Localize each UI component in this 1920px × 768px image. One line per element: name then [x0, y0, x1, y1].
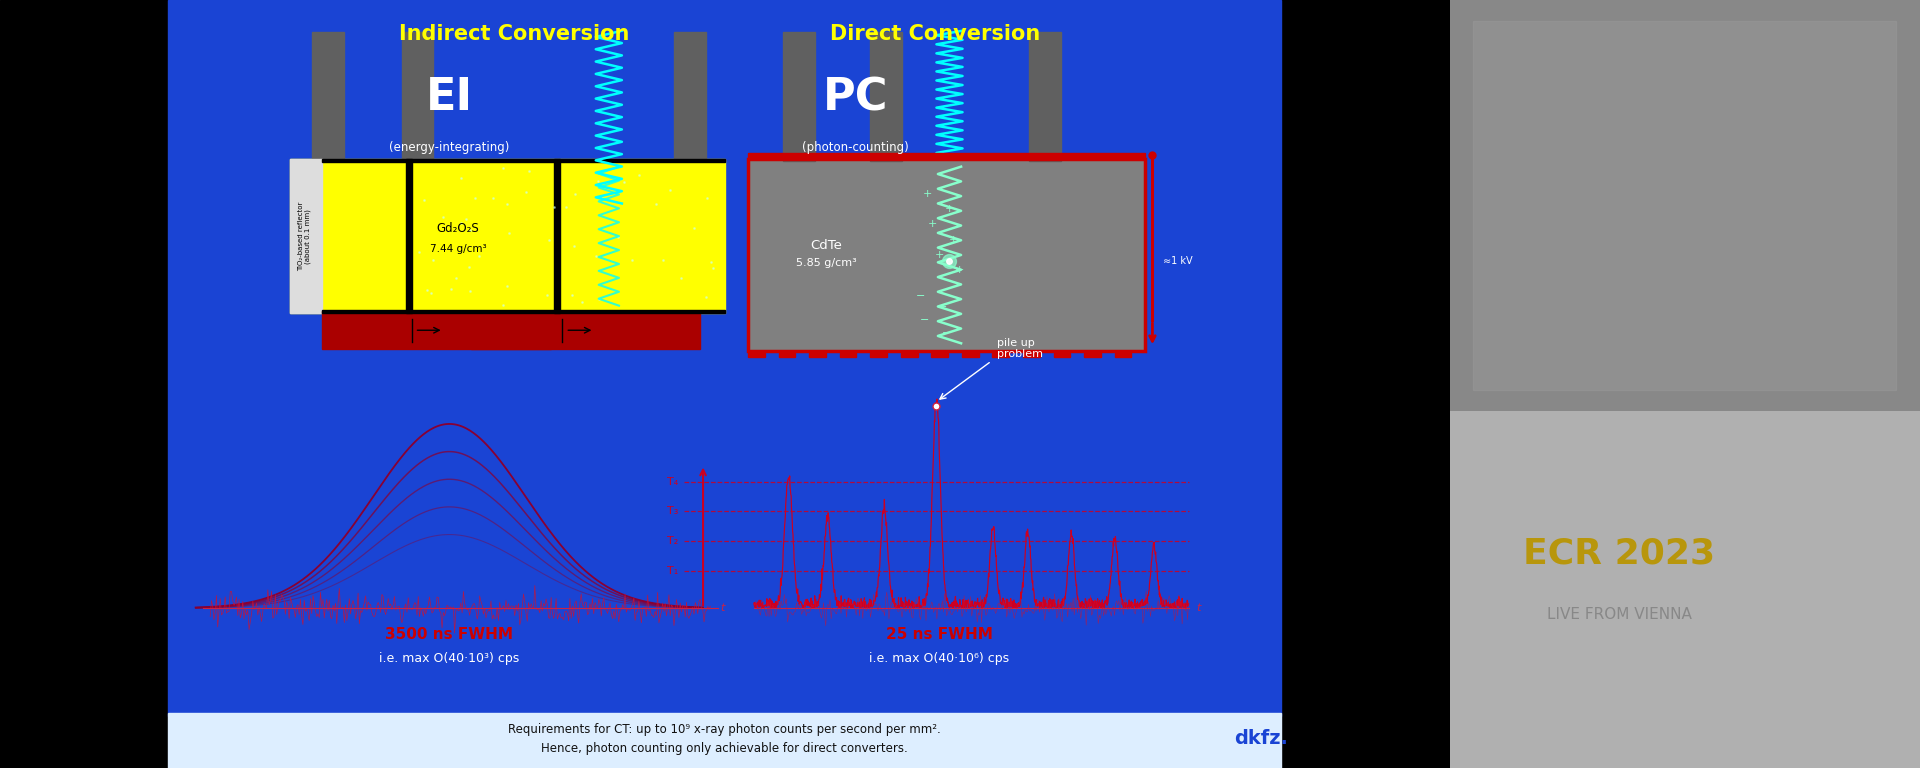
Bar	[405, 159, 411, 313]
Bar	[674, 32, 707, 161]
Bar	[962, 353, 979, 357]
Text: −: −	[920, 315, 929, 326]
Bar	[323, 310, 724, 313]
Text: Requirements for CT: up to 10⁹ x-ray photon counts per second per mm².: Requirements for CT: up to 10⁹ x-ray pho…	[509, 723, 941, 736]
Text: CdTe: CdTe	[810, 240, 843, 252]
Bar	[900, 353, 918, 357]
Text: T₂: T₂	[666, 536, 678, 547]
Text: 7.44 g/cm³: 7.44 g/cm³	[430, 243, 486, 254]
Bar	[323, 159, 724, 162]
Bar	[401, 32, 434, 161]
Bar	[1116, 353, 1131, 357]
Bar	[290, 159, 323, 313]
Text: +: +	[954, 265, 964, 276]
Bar	[1054, 353, 1069, 357]
Text: −: −	[937, 302, 947, 313]
Text: i.e. max O(40·10³) cps: i.e. max O(40·10³) cps	[380, 652, 520, 664]
Bar	[749, 159, 1144, 351]
Text: EI: EI	[426, 76, 472, 119]
Text: t: t	[720, 604, 726, 614]
Text: Indirect Conversion: Indirect Conversion	[399, 24, 630, 44]
Bar	[749, 159, 1144, 351]
Text: i.e. max O(40·10⁶) cps: i.e. max O(40·10⁶) cps	[870, 652, 1010, 664]
Bar	[839, 353, 856, 357]
Text: 3500 ns FWHM: 3500 ns FWHM	[386, 627, 513, 642]
Bar	[169, 0, 1281, 716]
Bar	[169, 713, 1281, 768]
Bar	[470, 311, 701, 349]
Bar	[553, 159, 559, 313]
Text: Gd₂O₂S: Gd₂O₂S	[436, 223, 480, 235]
Text: T₁: T₁	[666, 566, 678, 577]
Text: t: t	[1196, 604, 1200, 614]
Text: Direct Conversion: Direct Conversion	[829, 24, 1041, 44]
Bar	[808, 353, 826, 357]
Bar	[0, 0, 169, 768]
Text: ECR 2023: ECR 2023	[1523, 537, 1715, 571]
Text: −: −	[943, 327, 950, 338]
Bar	[749, 353, 764, 357]
Bar	[870, 32, 902, 161]
Text: T₃: T₃	[666, 506, 678, 517]
Text: dkfz.: dkfz.	[1235, 730, 1288, 748]
Bar	[1023, 353, 1041, 357]
Bar	[323, 311, 551, 349]
Text: PC: PC	[822, 76, 889, 119]
Text: +: +	[945, 204, 954, 214]
Bar	[290, 159, 724, 313]
Bar	[783, 32, 814, 161]
Text: T₄: T₄	[666, 476, 678, 487]
Text: (energy-integrating): (energy-integrating)	[390, 141, 509, 154]
Bar	[311, 32, 344, 161]
Text: −: −	[916, 290, 925, 301]
Text: +: +	[924, 188, 933, 199]
Text: +: +	[927, 219, 937, 230]
Bar	[778, 353, 795, 357]
Text: +: +	[948, 234, 958, 245]
Text: Hence, photon counting only achievable for direct converters.: Hence, photon counting only achievable f…	[541, 743, 908, 755]
Bar	[870, 353, 887, 357]
Text: LIVE FROM VIENNA: LIVE FROM VIENNA	[1546, 607, 1692, 622]
Bar	[1281, 0, 1450, 768]
Text: ≈1 kV: ≈1 kV	[1164, 256, 1192, 266]
Bar	[993, 353, 1010, 357]
Text: 25 ns FWHM: 25 ns FWHM	[885, 627, 993, 642]
Text: +: +	[935, 250, 945, 260]
Text: TiO₂-based reflector
(about 0.1 mm): TiO₂-based reflector (about 0.1 mm)	[298, 202, 311, 271]
Text: (photon-counting): (photon-counting)	[803, 141, 908, 154]
Text: pile up
problem: pile up problem	[996, 338, 1043, 359]
Bar	[749, 153, 1144, 159]
Bar	[1085, 353, 1100, 357]
Bar	[1029, 32, 1062, 161]
Bar	[931, 353, 948, 357]
Text: 5.85 g/cm³: 5.85 g/cm³	[797, 258, 856, 269]
